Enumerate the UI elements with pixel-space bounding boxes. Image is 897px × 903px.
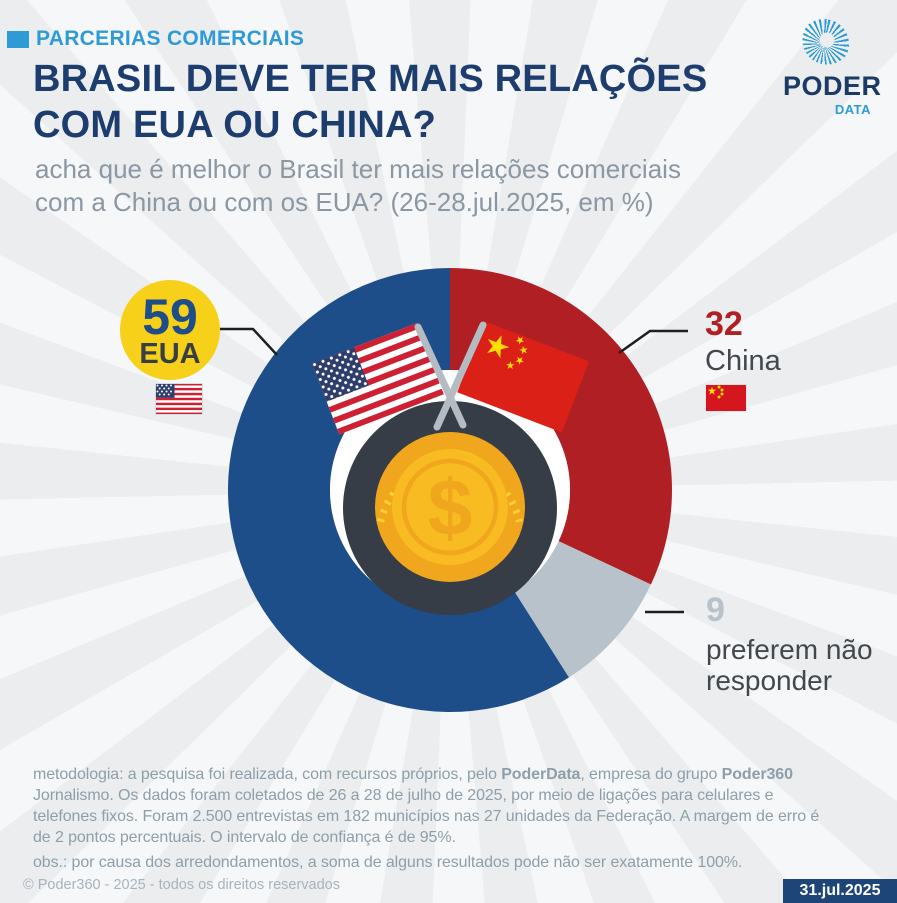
dollar-coin-icon: $ bbox=[375, 432, 525, 582]
eua-value-badge: 59 EUA bbox=[120, 280, 220, 380]
copyright-text: © Poder360 - 2025 - todos os direitos re… bbox=[23, 877, 340, 893]
china-flag-icon bbox=[457, 321, 589, 433]
us-flag-icon bbox=[312, 323, 444, 435]
logo-wordmark: PODER bbox=[783, 71, 882, 101]
logo-submark: DATA bbox=[834, 102, 871, 117]
eyebrow-label: PARCERIAS COMERCIAIS bbox=[36, 27, 305, 50]
methodology-text: metodologia: a pesquisa foi realizada, c… bbox=[33, 766, 820, 846]
eyebrow-square-bullet bbox=[7, 31, 29, 48]
china-flag-icon bbox=[705, 384, 747, 412]
donut-slice-preferem-não-responder bbox=[514, 541, 651, 678]
eua-value: 59 bbox=[142, 289, 198, 345]
page-title-line2: COM EUA OU CHINA? bbox=[33, 104, 437, 146]
china-label: China bbox=[705, 345, 781, 377]
date-badge: 31.jul.2025 bbox=[783, 879, 897, 903]
eua-label: EUA bbox=[139, 338, 201, 370]
no-answer-value: 9 bbox=[706, 591, 725, 629]
obs-note: obs.: por causa dos arredondamentos, a s… bbox=[33, 854, 743, 871]
china-callout: 32 China bbox=[705, 306, 781, 412]
donut-slice-eua bbox=[228, 268, 569, 712]
svg-text:$: $ bbox=[428, 463, 473, 552]
donut-chart: $ bbox=[228, 268, 672, 712]
page-subtitle-line1: acha que é melhor o Brasil ter mais rela… bbox=[35, 154, 681, 184]
china-value: 32 bbox=[705, 305, 743, 343]
poderdata-logo: PODER DATA bbox=[783, 18, 882, 118]
page-subtitle: acha que é melhor o Brasil ter mais rela… bbox=[35, 153, 681, 219]
no-answer-label: preferem não responder bbox=[706, 634, 873, 696]
poderdata-rays-icon bbox=[799, 19, 849, 69]
page-subtitle-line2: com a China ou com os EUA? (26-28.jul.20… bbox=[35, 187, 654, 217]
page-title: BRASIL DEVE TER MAIS RELAÇÕES COM EUA OU… bbox=[33, 56, 707, 148]
no-answer-callout: 9 preferem não responder bbox=[706, 592, 873, 696]
flag-poles bbox=[414, 321, 487, 431]
us-flag-icon bbox=[155, 383, 203, 415]
page-title-line1: BRASIL DEVE TER MAIS RELAÇÕES bbox=[33, 58, 708, 100]
